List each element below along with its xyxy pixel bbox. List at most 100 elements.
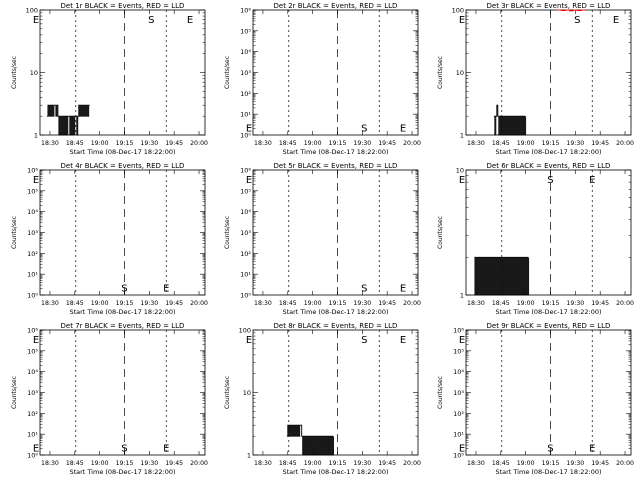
x-tick-label: 18:30: [467, 460, 485, 467]
chart-title: Det 1r BLACK = Events, RED = LLD: [61, 2, 185, 10]
chart-title: Det 4r BLACK = Events, RED = LLD: [61, 162, 185, 170]
y-tick-label: 10²: [27, 250, 38, 258]
x-tick-label: 19:00: [91, 460, 109, 467]
y-tick-label: 100: [239, 327, 251, 335]
y-tick-label: 10⁰: [240, 292, 251, 300]
end-label: E: [33, 15, 39, 26]
end-label: E: [589, 444, 595, 455]
x-tick-label: 19:15: [329, 140, 347, 147]
x-tick-label: 19:15: [542, 140, 560, 147]
y-tick-label: 1: [247, 452, 251, 460]
x-tick-label: 19:30: [140, 140, 158, 147]
y-tick-label: 10³: [453, 389, 464, 397]
y-axis-label: Counts/sec: [224, 56, 231, 89]
x-axis-label: Start Time (08-Dec-17 18:22:00): [495, 148, 601, 156]
x-tick-label: 20:00: [616, 300, 634, 307]
end-label: E: [459, 444, 465, 455]
x-tick-label: 19:00: [91, 140, 109, 147]
y-tick-label: 10⁰: [27, 292, 38, 300]
y-tick-label: 10⁴: [27, 368, 38, 376]
x-tick-label: 19:30: [566, 460, 584, 467]
x-axis-label: Start Time (08-Dec-17 18:22:00): [282, 308, 388, 316]
y-axis-label: Counts/sec: [11, 376, 18, 409]
x-tick-label: 20:00: [616, 460, 634, 467]
chart-panel-5: Det 5r BLACK = Events, RED = LLD 18:30 18:…: [224, 162, 421, 316]
events-series-line: [46, 104, 90, 136]
x-tick-label: 18:45: [279, 460, 297, 467]
x-tick-label: 19:30: [566, 140, 584, 147]
y-tick-label: 10⁵: [453, 347, 464, 355]
y-tick-label: 10¹: [27, 431, 38, 439]
y-tick-label: 10¹: [240, 271, 251, 279]
x-tick-label: 19:45: [165, 140, 183, 147]
x-axis-label: Start Time (08-Dec-17 18:22:00): [495, 468, 601, 476]
end-label: E: [187, 15, 193, 26]
x-tick-label: 18:30: [41, 460, 59, 467]
start-label: S: [148, 15, 154, 26]
x-tick-label: 19:00: [517, 300, 535, 307]
start-label: S: [547, 175, 553, 186]
y-axis-label: Counts/sec: [437, 216, 444, 249]
y-tick-label: 10⁴: [27, 208, 38, 216]
y-tick-label: 10⁶: [27, 327, 38, 335]
y-tick-label: 10⁴: [453, 368, 464, 376]
y-axis-label: Counts/sec: [11, 56, 18, 89]
start-label: S: [361, 124, 367, 135]
chart-title: Det 9r BLACK = Events, RED = LLD: [487, 322, 611, 330]
start-label: S: [121, 444, 127, 455]
x-tick-label: 19:30: [353, 300, 371, 307]
y-tick-label: 10³: [27, 229, 38, 237]
x-tick-label: 19:00: [517, 460, 535, 467]
y-tick-label: 1: [460, 292, 464, 300]
chart-panel-4: Det 4r BLACK = Events, RED = LLD 18:30 18:…: [11, 162, 208, 316]
chart-panel-8: Det 8r BLACK = Events, RED = LLD 18:30 18:…: [224, 322, 421, 476]
x-tick-label: 19:00: [304, 460, 322, 467]
x-tick-label: 19:15: [329, 460, 347, 467]
x-tick-label: 19:15: [116, 140, 134, 147]
x-tick-label: 19:45: [591, 140, 609, 147]
chart-title: Det 8r BLACK = Events, RED = LLD: [274, 322, 398, 330]
y-tick-label: 10¹: [453, 431, 464, 439]
chart-title: Det 6r BLACK = Events, RED = LLD: [487, 162, 611, 170]
y-axis-label: Counts/sec: [224, 376, 231, 409]
y-tick-label: 10⁴: [240, 208, 251, 216]
end-label: E: [589, 175, 595, 186]
chart-panel-6: Det 6r BLACK = Events, RED = LLD 18:30 18:…: [437, 162, 634, 316]
chart-title: Det 7r BLACK = Events, RED = LLD: [61, 322, 185, 330]
y-axis-label: Counts/sec: [224, 216, 231, 249]
x-tick-label: 18:30: [467, 300, 485, 307]
chart-panel-1: Det 1r BLACK = Events, RED = LLD 18:30 18:…: [11, 2, 208, 156]
x-tick-label: 18:45: [279, 140, 297, 147]
y-tick-label: 10⁵: [240, 187, 251, 195]
end-label: E: [400, 124, 406, 135]
x-tick-label: 19:15: [116, 300, 134, 307]
y-tick-label: 10³: [240, 229, 251, 237]
x-tick-label: 18:30: [41, 140, 59, 147]
x-tick-label: 19:45: [378, 460, 396, 467]
x-tick-label: 18:30: [254, 140, 272, 147]
end-label: E: [246, 124, 252, 135]
x-axis-label: Start Time (08-Dec-17 18:22:00): [69, 308, 175, 316]
x-tick-label: 19:45: [591, 460, 609, 467]
events-series-line: [493, 104, 527, 136]
x-tick-label: 18:45: [66, 140, 84, 147]
x-tick-label: 20:00: [403, 460, 421, 467]
events-series-line: [286, 424, 334, 456]
x-tick-label: 19:15: [542, 300, 560, 307]
x-tick-label: 19:45: [378, 140, 396, 147]
x-tick-label: 19:30: [140, 460, 158, 467]
y-tick-label: 10³: [27, 389, 38, 397]
y-tick-label: 1: [460, 132, 464, 140]
x-tick-label: 19:30: [140, 300, 158, 307]
x-tick-label: 18:30: [467, 140, 485, 147]
y-tick-label: 100: [452, 7, 464, 15]
x-tick-label: 18:30: [254, 460, 272, 467]
y-tick-label: 10²: [240, 250, 251, 258]
lld-series-line: [557, 9, 586, 12]
x-tick-label: 20:00: [616, 140, 634, 147]
y-tick-label: 10⁵: [27, 347, 38, 355]
end-label: E: [246, 335, 252, 346]
y-tick-label: 10⁵: [240, 27, 251, 35]
x-tick-label: 19:00: [304, 300, 322, 307]
